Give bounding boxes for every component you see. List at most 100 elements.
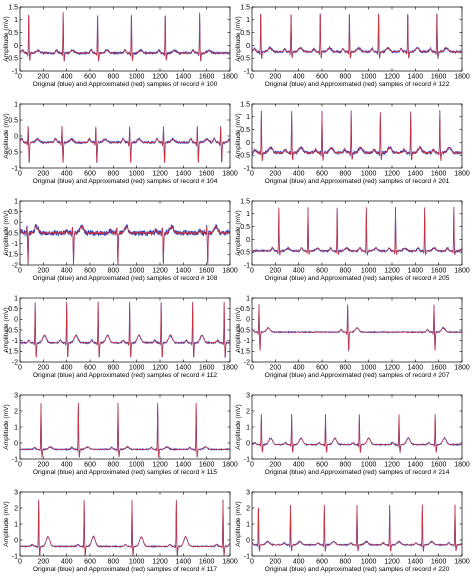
y-tick-label: 2	[14, 505, 18, 512]
x-tick-label: 1800	[222, 74, 238, 81]
y-axis-label: Amplitude (mV)	[3, 501, 10, 546]
x-tick-label: 0	[18, 365, 22, 372]
x-tick-label: 200	[37, 171, 49, 178]
y-tick-label: -1	[244, 165, 250, 172]
y-tick-label: 0.5	[240, 224, 250, 231]
y-tick-label: 0	[246, 440, 250, 447]
y-tick-label: -1.5	[238, 349, 250, 356]
x-tick-label: 1200	[152, 268, 168, 275]
plot-frame	[251, 6, 463, 72]
x-tick-label: 1800	[454, 462, 470, 469]
y-axis-label: Amplitude (mV)	[235, 501, 242, 546]
x-tick-label: 1400	[176, 74, 192, 81]
y-tick-label: 0	[14, 220, 18, 227]
y-tick-label: 1	[14, 101, 18, 108]
x-tick-label: 1200	[384, 559, 400, 566]
y-tick-label: 0	[14, 537, 18, 544]
y-tick-label: 1	[14, 295, 18, 302]
y-tick-label: 1	[14, 424, 18, 431]
x-axis-label: Original (blue) and Approximated (red) s…	[265, 178, 450, 185]
x-tick-label: 1000	[361, 268, 377, 275]
series-line-approximated	[20, 402, 230, 458]
chart-panel: 0 200 400 600 800 1000 1200 1400 1600 1800-10123O…	[235, 489, 470, 573]
x-tick-label: 0	[250, 462, 254, 469]
x-tick-label: 200	[269, 365, 281, 372]
x-tick-label: 1200	[384, 171, 400, 178]
chart-panel: 0 200 400 600 800 1000 1200 1400 1600 1800 -1 -0.5 0…	[235, 4, 470, 88]
x-tick-label: 200	[37, 74, 49, 81]
x-tick-label: 400	[61, 74, 73, 81]
x-axis-label: Original (blue) and Approximated (red) s…	[33, 469, 218, 476]
x-tick-label: 600	[316, 74, 328, 81]
y-axis-label: Amplitude (mV)	[235, 307, 242, 352]
chart-panel: 0 200 400 600 800 1000 1200 1400 1600 1800 -1 -0.5 0…	[3, 4, 238, 88]
y-tick-label: 1	[14, 198, 18, 205]
x-tick-label: 600	[84, 74, 96, 81]
y-tick-label: 3	[246, 392, 250, 399]
x-tick-label: 400	[293, 171, 305, 178]
x-tick-label: 800	[339, 559, 351, 566]
y-tick-label: 0	[246, 317, 250, 324]
x-tick-label: 400	[61, 171, 73, 178]
y-tick-label: 0.5	[240, 127, 250, 134]
x-tick-label: 1000	[129, 365, 145, 372]
x-axis-label: Original (blue) and Approximated (red) s…	[33, 178, 218, 185]
x-tick-label: 0	[250, 171, 254, 178]
y-tick-label: -0.5	[6, 327, 18, 334]
y-tick-label: 1	[246, 295, 250, 302]
x-axis-label: Original (blue) and Approximated (red) s…	[33, 275, 218, 282]
x-tick-label: 1800	[222, 559, 238, 566]
x-tick-label: 800	[107, 462, 119, 469]
plot-frame	[251, 200, 463, 266]
y-tick-label: 1.5	[240, 4, 250, 11]
x-tick-label: 600	[84, 171, 96, 178]
x-axis-label: Original (blue) and Approximated (red) s…	[265, 275, 450, 282]
y-tick-label: 1.5	[240, 101, 250, 108]
y-tick-label: -0.5	[6, 56, 18, 63]
x-tick-label: 1000	[129, 171, 145, 178]
y-tick-label: -0.5	[238, 327, 250, 334]
x-tick-label: 1400	[408, 268, 424, 275]
y-tick-label: -1	[12, 456, 18, 463]
y-tick-label: -2	[12, 262, 18, 269]
x-tick-label: 200	[269, 74, 281, 81]
chart-panel: 0 200 400 600 800 1000 1200 1400 1600 1800 -1 -0.5 0…	[235, 198, 470, 282]
x-tick-label: 600	[316, 171, 328, 178]
y-tick-label: 2	[246, 408, 250, 415]
x-tick-label: 400	[61, 559, 73, 566]
y-tick-label: 1	[14, 521, 18, 528]
x-tick-label: 1200	[152, 171, 168, 178]
y-axis-label: Amplitude (mV)	[235, 16, 242, 61]
y-tick-label: 1	[246, 521, 250, 528]
y-tick-label: 0	[14, 440, 18, 447]
x-tick-label: 1200	[152, 462, 168, 469]
plot-frame	[251, 297, 463, 363]
x-axis-label: Original (blue) and Approximated (red) s…	[33, 566, 218, 573]
x-tick-label: 200	[37, 559, 49, 566]
y-tick-label: 1.5	[240, 198, 250, 205]
series-line-approximated	[20, 499, 230, 556]
y-tick-label: 0	[246, 43, 250, 50]
chart-panel: 0 200 400 600 800 1000 1200 1400 1600 1800 -2 -1.5 -…	[235, 295, 470, 379]
x-tick-label: 1600	[199, 559, 215, 566]
x-tick-label: 1600	[431, 365, 447, 372]
y-tick-label: -1	[244, 553, 250, 560]
y-tick-label: 0.5	[8, 306, 18, 313]
x-tick-label: 200	[37, 268, 49, 275]
y-tick-label: 3	[14, 392, 18, 399]
x-tick-label: 1000	[361, 559, 377, 566]
x-tick-label: 800	[339, 365, 351, 372]
y-tick-label: -2	[12, 359, 18, 366]
x-tick-label: 800	[107, 559, 119, 566]
x-tick-label: 1600	[199, 268, 215, 275]
x-tick-label: 800	[339, 171, 351, 178]
x-tick-label: 1400	[176, 365, 192, 372]
x-axis-label: Original (blue) and Approximated (red) s…	[33, 372, 218, 379]
x-axis-label: Original (blue) and Approximated (red) s…	[265, 372, 450, 379]
series-line-approximated	[20, 126, 230, 164]
y-tick-label: 0.5	[8, 30, 18, 37]
x-tick-label: 1800	[222, 171, 238, 178]
x-tick-label: 1400	[408, 74, 424, 81]
y-tick-label: -1	[12, 241, 18, 248]
